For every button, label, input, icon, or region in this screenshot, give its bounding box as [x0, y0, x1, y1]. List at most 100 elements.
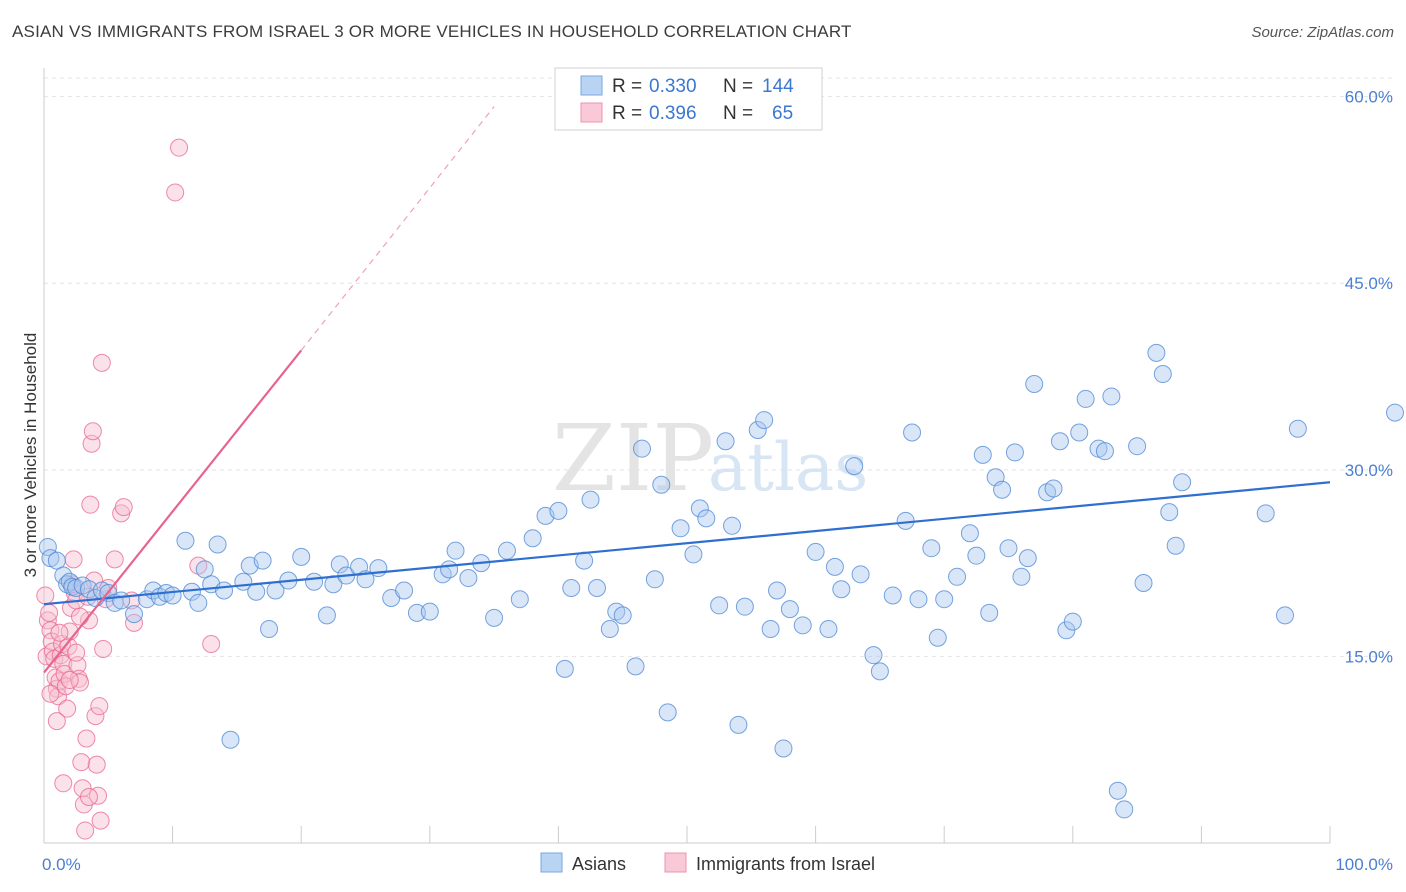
israel-point	[64, 550, 83, 569]
asian-point	[510, 590, 529, 609]
bottom-legend-swatch-asians	[540, 852, 563, 873]
asian-point	[613, 606, 632, 625]
asian-point	[716, 432, 735, 451]
x-tick-label: 0.0%	[42, 855, 81, 874]
israel-point	[166, 183, 185, 202]
asian-point	[1108, 781, 1127, 800]
asian-point	[1275, 606, 1294, 625]
asian-point	[163, 586, 182, 605]
asian-point	[195, 560, 214, 579]
watermark: ZIP atlas	[552, 405, 868, 512]
asian-point	[1173, 473, 1192, 492]
asian-point	[825, 557, 844, 576]
asian-point	[1160, 503, 1179, 522]
israel-point	[67, 643, 86, 662]
asian-point	[1134, 574, 1153, 593]
asian-point	[645, 570, 664, 589]
asian-point	[446, 541, 465, 560]
asian-point	[748, 421, 767, 440]
asian-trend-line	[43, 481, 1331, 606]
israel-point	[80, 787, 99, 806]
legend-swatch-asians	[580, 75, 603, 96]
asian-point	[819, 620, 838, 639]
asian-point	[1050, 432, 1069, 451]
legend-r-value-asians: 0.330	[649, 76, 697, 97]
asian-point	[395, 581, 414, 600]
asian-point	[38, 537, 57, 556]
asian-point	[710, 596, 729, 615]
asian-point	[684, 545, 703, 564]
asian-point	[806, 542, 825, 561]
israel-point	[86, 707, 105, 726]
asian-point	[260, 620, 279, 639]
asian-point	[967, 546, 986, 565]
asian-point	[58, 575, 77, 594]
israel-trend-line	[43, 349, 303, 674]
y-tick-label: 15.0%	[1345, 647, 1393, 666]
asian-point	[215, 581, 234, 600]
asian-point	[658, 703, 677, 722]
axes	[43, 68, 1331, 844]
asian-point	[723, 516, 742, 535]
asian-point	[176, 531, 195, 550]
asian-point	[587, 579, 606, 597]
asian-point	[208, 535, 227, 554]
israel-point	[114, 498, 133, 517]
asian-point	[523, 529, 542, 548]
asian-point	[1256, 504, 1275, 523]
israel-point	[105, 550, 124, 569]
bottom-legend-swatch-israel	[664, 852, 687, 873]
asian-point	[1288, 419, 1307, 438]
israel-point	[91, 811, 110, 830]
asian-point	[903, 423, 922, 442]
asian-point	[774, 739, 793, 758]
bottom-legend: Asians Immigrants from Israel	[540, 852, 875, 874]
israel-point	[85, 571, 104, 590]
israel-trend-extension	[300, 106, 495, 351]
legend-n-label: N =	[723, 103, 753, 124]
legend-swatch-israel	[580, 102, 603, 123]
israel-point	[90, 697, 109, 716]
asian-point	[47, 551, 66, 570]
asian-point	[1025, 375, 1044, 393]
asian-point	[600, 620, 619, 639]
y-tick-label: 45.0%	[1345, 274, 1393, 293]
asian-point	[1063, 612, 1082, 631]
asian-point	[935, 590, 954, 609]
x-tick-label: 100.0%	[1335, 855, 1393, 874]
asian-point	[851, 565, 870, 584]
asian-point	[870, 662, 889, 681]
legend-n-value-israel: 65	[772, 103, 793, 124]
asian-point	[1115, 800, 1134, 819]
legend-r-value-israel: 0.396	[649, 103, 697, 124]
israel-point	[71, 673, 90, 692]
asian-point	[909, 590, 928, 609]
asian-point	[555, 659, 574, 678]
x-tick-labels: 0.0% 100.0%	[42, 855, 1393, 874]
asian-point	[768, 581, 787, 600]
israel-point	[83, 422, 102, 441]
asian-point	[928, 628, 947, 647]
israel-point	[40, 603, 59, 622]
asian-point	[948, 567, 967, 586]
asian-point	[973, 445, 992, 464]
israel-point	[80, 611, 99, 630]
y-tick-label: 30.0%	[1345, 461, 1393, 480]
legend-r-label: R =	[612, 103, 642, 124]
asian-point	[922, 539, 941, 558]
asian-point	[485, 608, 504, 627]
legend-r-label: R =	[612, 76, 642, 97]
asian-point	[575, 551, 594, 570]
asian-point	[189, 593, 208, 612]
asian-point	[581, 490, 600, 509]
legend-n-value-asians: 144	[762, 76, 794, 97]
israel-point	[54, 654, 73, 673]
bottom-legend-israel: Immigrants from Israel	[696, 854, 875, 874]
asian-point	[697, 509, 716, 528]
asian-point	[112, 591, 131, 610]
y-tick-label: 60.0%	[1345, 88, 1393, 107]
asian-point	[993, 480, 1012, 499]
watermark-zip: ZIP	[552, 405, 714, 512]
asian-point	[1128, 437, 1147, 456]
